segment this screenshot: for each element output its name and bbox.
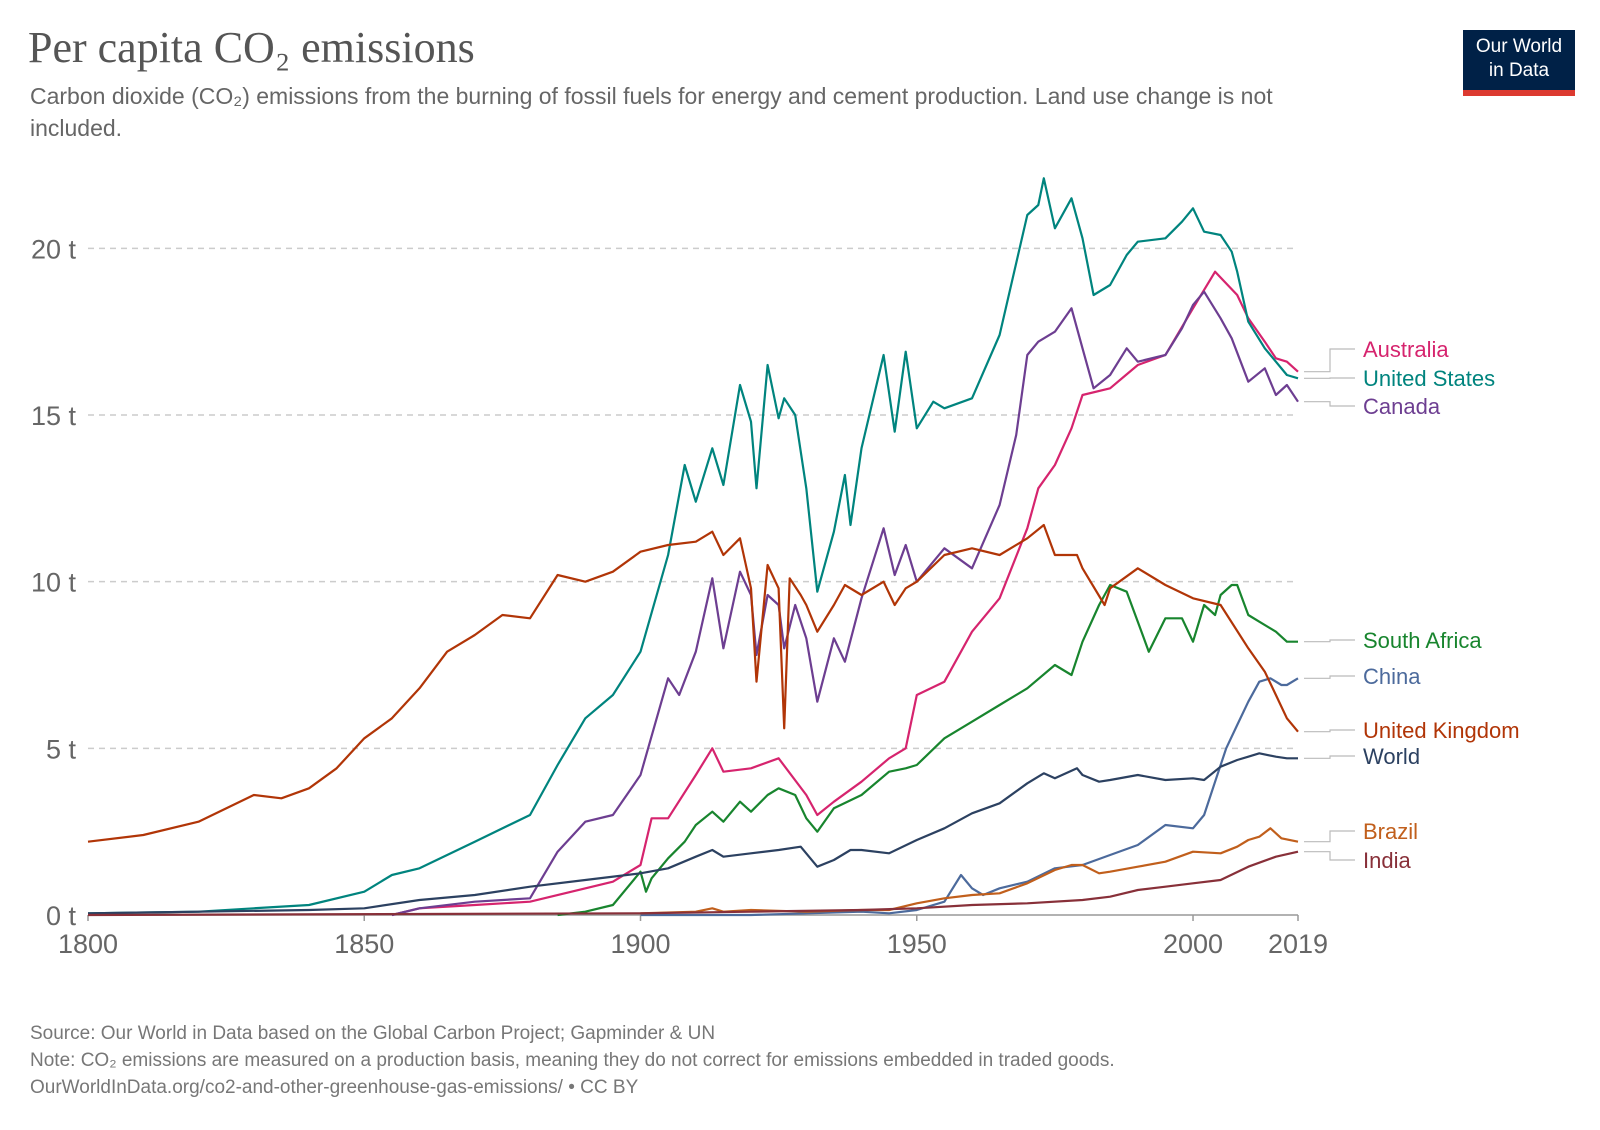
series-layer [87,177,1299,917]
method-note: Note: CO₂ emissions are measured on a pr… [30,1050,1115,1071]
series-line-australia [391,270,1299,917]
label-layer: Australia United States Canada South Africa… [1304,337,1520,873]
x-tick-label: 1900 [610,929,670,959]
x-tick-label: 1800 [58,929,118,959]
logo-line-1: Our World [1475,36,1563,57]
label-connector-india [1304,851,1355,861]
y-tick-label: 15 t [31,401,77,431]
label-connector-south-africa [1304,639,1355,643]
x-tick-label: 1950 [887,929,947,959]
series-line-china [640,677,1299,917]
series-line-canada [391,290,1299,917]
y-tick-label: 20 t [31,234,77,264]
axis-layer: 0 t 5 t 10 t 15 t 20 t 1800 1850 1900 1950 2000 20… [31,234,1328,959]
source-url[interactable]: OurWorldInData.org/co2-and-other-greenho… [30,1077,639,1098]
series-label-india: India [1363,848,1411,873]
x-tick-label: 2019 [1268,929,1328,959]
grid-layer [88,247,1298,750]
label-connector-brazil [1304,830,1355,843]
series-line-united-kingdom [87,523,1299,843]
y-tick-label: 10 t [31,568,77,598]
series-label-united-states: United States [1363,366,1495,391]
label-connector-australia [1304,348,1355,373]
series-line-brazil [640,827,1299,915]
series-line-india [87,850,1299,917]
series-label-australia: Australia [1363,337,1449,362]
source-note: Source: Our World in Data based on the G… [30,1023,716,1044]
series-label-united-kingdom: United Kingdom [1363,718,1520,743]
label-connector-world [1304,755,1355,759]
label-connector-united-kingdom [1304,729,1355,733]
series-label-china: China [1363,664,1421,689]
label-connector-china [1304,675,1355,679]
footer: Source: Our World in Data based on the G… [30,1020,1115,1101]
owid-logo[interactable]: Our World in Data [1463,30,1575,96]
x-tick-label: 2000 [1163,929,1223,959]
logo-line-2: in Data [1488,60,1550,81]
series-label-south-africa: South Africa [1363,628,1482,653]
chart-title: Per capita CO₂ emissions [28,23,475,72]
y-tick-label: 0 t [46,901,77,931]
chart-subtitle: Carbon dioxide (CO₂) emissions from the … [30,83,1273,141]
series-label-world: World [1363,744,1420,769]
series-label-canada: Canada [1363,394,1441,419]
series-line-united-states [87,177,1299,915]
y-tick-label: 5 t [46,734,77,764]
label-connector-canada [1304,401,1355,407]
series-line-world [87,752,1298,915]
series-label-brazil: Brazil [1363,819,1418,844]
series-line-south-africa [557,583,1298,917]
x-tick-label: 1850 [334,929,394,959]
